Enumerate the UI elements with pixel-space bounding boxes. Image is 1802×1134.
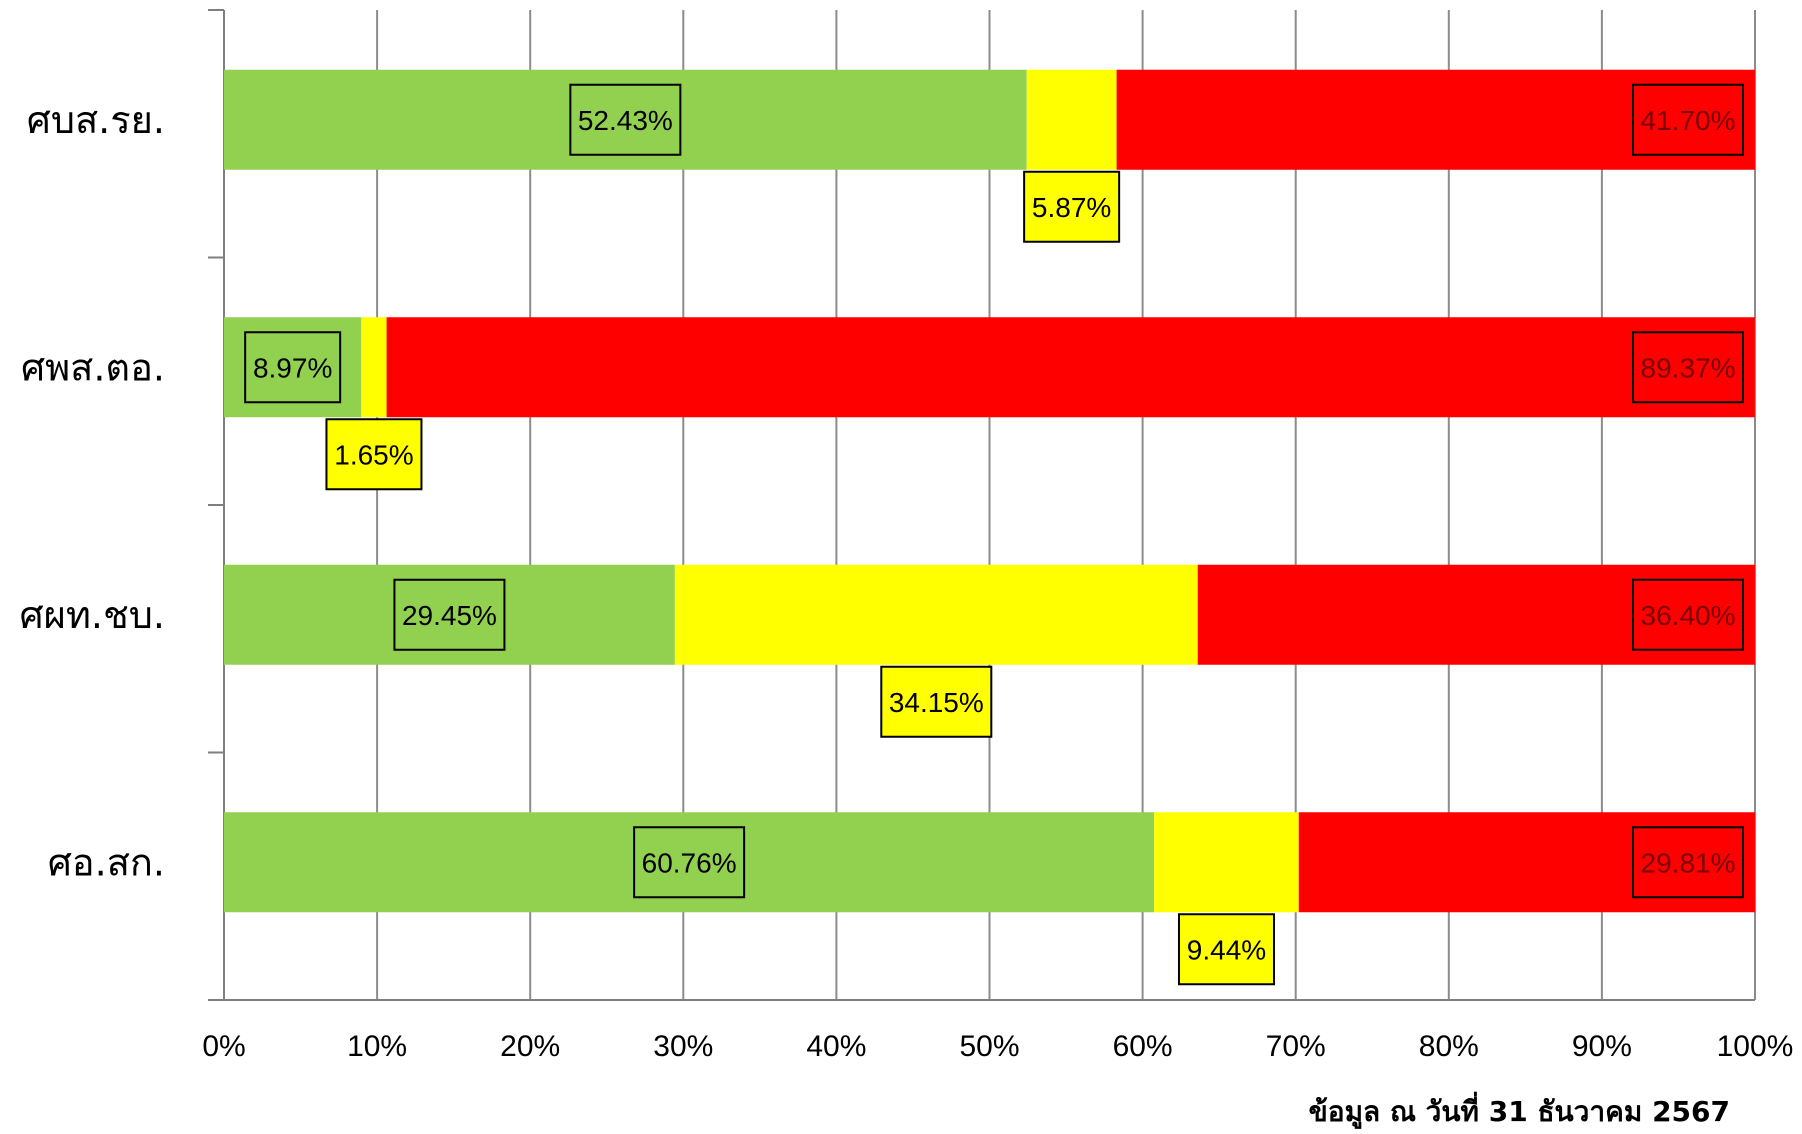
category-labels: ศบส.รย. ศพส.ตอ. ศผท.ชบ. ศอ.สก. [19,98,165,885]
category-label: ศอ.สก. [48,840,165,884]
bar-segment [224,564,675,665]
bars [224,69,1755,913]
data-label: 52.43% [578,105,673,136]
data-label-box [244,331,342,404]
data-label: 29.45% [402,600,497,631]
bar-segment [224,812,1155,913]
data-label: 29.81% [1641,847,1736,878]
data-label-box [393,578,506,651]
data-label-box [880,665,993,738]
x-tick-labels: 0% 10% 20% 30% 40% 50% 60% 70% 80% 90% 100% [202,1030,1793,1063]
data-label-box [1632,83,1744,156]
data-label: 5.87% [1032,192,1111,223]
category-label: ศผท.ชบ. [19,593,165,637]
data-label-box [1177,913,1275,986]
x-tick-label: 50% [959,1030,1019,1063]
data-label-box [633,826,746,899]
data-label: 41.70% [1641,105,1736,136]
data-label: 60.76% [642,847,737,878]
data-label: 1.65% [334,439,413,470]
data-label: 8.97% [253,352,332,383]
category-label: ศพส.ตอ. [21,345,165,389]
data-label-box [1023,170,1121,243]
x-tick-label: 80% [1419,1030,1479,1063]
data-label: 9.44% [1187,934,1266,965]
x-tick-label: 0% [202,1030,245,1063]
data-label: 36.40% [1641,600,1736,631]
data-label-box [325,418,423,491]
data-label-box [1632,578,1744,651]
bar-segment [386,317,1755,418]
data-label: 89.37% [1641,352,1736,383]
bar-segment [1197,564,1755,665]
data-date-footnote: ข้อมูล ณ วันที่ 31 ธันวาคม 2567 [1308,1095,1730,1128]
bar-segment [361,317,387,418]
bar-segment [1026,69,1117,170]
x-tick-label: 60% [1113,1030,1173,1063]
bar-segment [224,69,1027,170]
bar-segment [1154,812,1299,913]
x-tick-label: 30% [653,1030,713,1063]
data-labels: 52.43% 5.87% 41.70% 8.97% 1.65% 89.37% 29.45% 3… [244,83,1744,986]
data-label-box [569,83,682,156]
data-label-box [1632,826,1744,899]
x-tick-label: 100% [1717,1030,1794,1063]
data-label: 34.15% [889,687,984,718]
bar-segment [224,317,362,418]
x-tick-label: 20% [500,1030,560,1063]
bar-segment [1116,69,1755,170]
x-tick-label: 40% [806,1030,866,1063]
bar-segment [674,564,1198,665]
x-tick-label: 90% [1572,1030,1632,1063]
x-tick-label: 10% [347,1030,407,1063]
x-tick-label: 70% [1266,1030,1326,1063]
category-label: ศบส.รย. [27,98,165,142]
data-label-box [1632,331,1744,404]
bar-segment [1298,812,1755,913]
